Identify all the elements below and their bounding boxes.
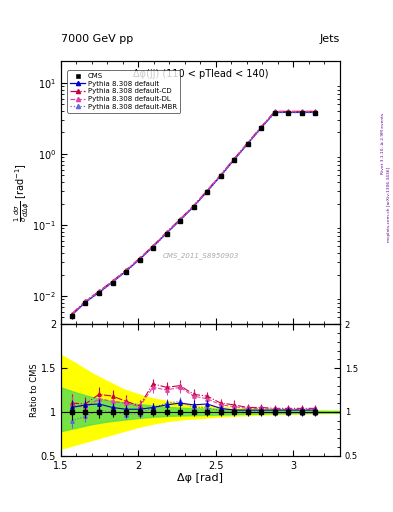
Text: Jets: Jets [320,33,340,44]
Text: 7000 GeV pp: 7000 GeV pp [61,33,133,44]
Text: CMS_2011_S8950903: CMS_2011_S8950903 [162,252,239,259]
Text: mcplots.cern.ch [arXiv:1306.3436]: mcplots.cern.ch [arXiv:1306.3436] [387,167,391,242]
Y-axis label: Ratio to CMS: Ratio to CMS [30,363,39,417]
Text: Δφ(jj) (110 < pTlead < 140): Δφ(jj) (110 < pTlead < 140) [133,69,268,79]
Y-axis label: $\frac{1}{\sigma}\frac{d\sigma}{d\Delta\phi}$ [rad$^{-1}$]: $\frac{1}{\sigma}\frac{d\sigma}{d\Delta\… [12,163,31,222]
Text: Rivet 3.1.10, ≥ 2.9M events: Rivet 3.1.10, ≥ 2.9M events [381,113,385,174]
Legend: CMS, Pythia 8.308 default, Pythia 8.308 default-CD, Pythia 8.308 default-DL, Pyt: CMS, Pythia 8.308 default, Pythia 8.308 … [67,70,180,113]
X-axis label: Δφ [rad]: Δφ [rad] [177,473,224,483]
